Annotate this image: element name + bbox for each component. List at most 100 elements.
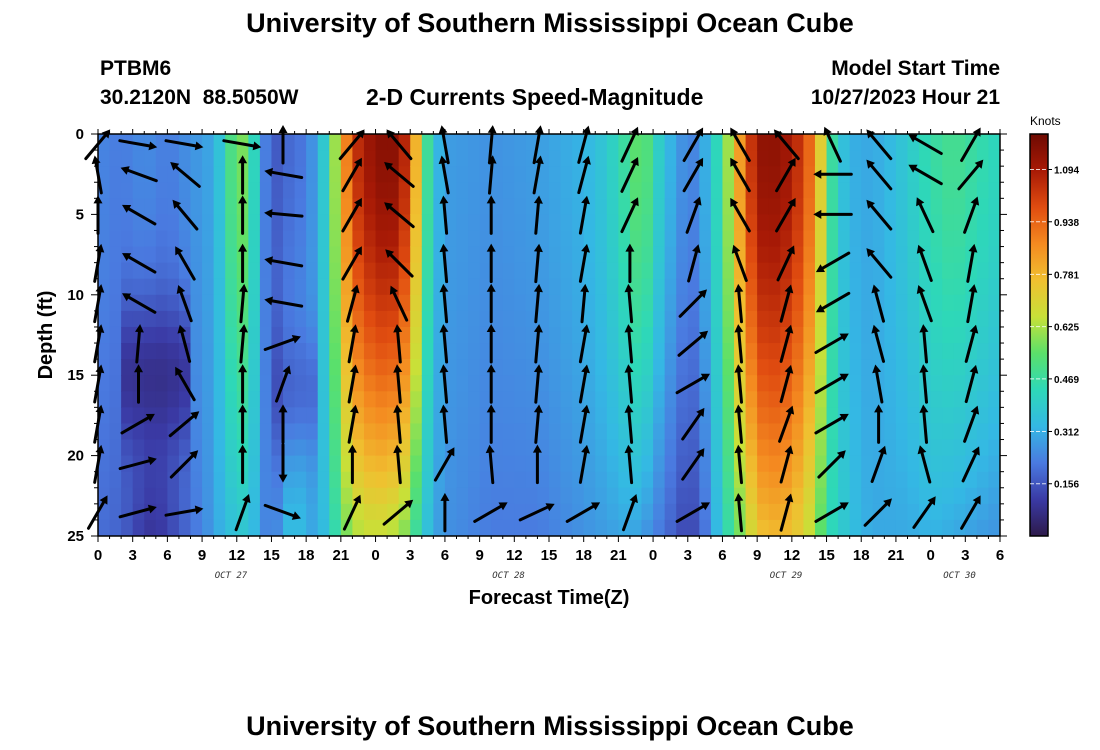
heatmap-cell <box>861 407 874 425</box>
heatmap-cell <box>664 471 677 489</box>
heatmap-cell <box>421 375 434 392</box>
heatmap-cell <box>791 278 805 296</box>
heatmap-cell <box>248 407 261 425</box>
x-tick-label: 21 <box>333 547 350 564</box>
heatmap-cell <box>595 310 608 328</box>
heatmap-cell <box>664 375 677 392</box>
heatmap-cell <box>514 278 527 296</box>
heatmap-cell <box>144 391 157 408</box>
heatmap-cell <box>595 487 608 505</box>
heatmap-cell <box>514 375 527 392</box>
heatmap-cell <box>294 359 307 376</box>
current-arrow <box>487 155 497 195</box>
heatmap-cell <box>803 214 816 232</box>
heatmap-cell <box>676 455 689 473</box>
heatmap-cell <box>329 198 342 215</box>
heatmap-cell <box>375 214 388 232</box>
heatmap-cell <box>722 310 735 328</box>
heatmap-cell <box>606 407 619 425</box>
current-arrow <box>963 196 980 234</box>
current-arrow <box>487 125 497 165</box>
heatmap-cell <box>664 503 677 521</box>
heatmap-cell <box>664 230 677 248</box>
heatmap-cell <box>884 134 897 151</box>
heatmap-cell <box>768 150 781 167</box>
heatmap-cell <box>560 391 573 408</box>
heatmap-cell <box>121 487 134 505</box>
heatmap-cell <box>98 214 111 232</box>
heatmap-cell <box>190 343 203 360</box>
heatmap-cell <box>942 407 955 425</box>
heatmap-cell <box>178 487 192 505</box>
heatmap-cell <box>930 262 943 280</box>
current-arrow <box>533 243 543 284</box>
heatmap-cell <box>132 230 145 248</box>
heatmap-cell <box>155 150 168 167</box>
heatmap-cell <box>976 166 990 183</box>
heatmap-cell <box>699 294 712 312</box>
heatmap-cell <box>560 310 573 328</box>
current-arrow <box>473 502 508 523</box>
heatmap-cell <box>271 359 284 376</box>
heatmap-cell <box>433 503 446 521</box>
heatmap-cell <box>710 519 724 536</box>
heatmap-cell <box>514 262 527 280</box>
heatmap-cell <box>710 230 724 248</box>
heatmap-cell <box>387 423 400 441</box>
heatmap-cell <box>884 294 897 312</box>
heatmap-cell <box>433 230 446 248</box>
current-arrow <box>439 404 449 444</box>
heatmap-cell <box>884 278 897 296</box>
heatmap-cell <box>421 198 434 215</box>
heatmap-cell <box>98 294 111 312</box>
heatmap-cell <box>294 391 307 408</box>
heatmap-cell <box>306 182 319 199</box>
heatmap-cell <box>514 310 527 328</box>
heatmap-cell <box>514 391 527 408</box>
heatmap-cell <box>895 198 909 215</box>
heatmap-cell <box>421 214 434 232</box>
heatmap-cell <box>421 503 434 521</box>
heatmap-cell <box>502 150 515 167</box>
heatmap-cell <box>942 278 955 296</box>
heatmap-cell <box>340 519 354 536</box>
heatmap-cell <box>722 246 735 264</box>
heatmap-cell <box>664 519 677 536</box>
heatmap-cell <box>676 391 689 408</box>
current-arrow <box>169 450 199 479</box>
heatmap-cell <box>861 214 874 232</box>
current-arrow <box>172 199 199 231</box>
heatmap-cell <box>202 198 215 215</box>
heatmap-cell <box>502 246 515 264</box>
heatmap-cell <box>791 134 805 151</box>
heatmap-cell <box>271 134 284 151</box>
heatmap-cell <box>167 310 180 328</box>
heatmap-cell <box>248 471 261 489</box>
heatmap-cell <box>919 519 932 536</box>
heatmap-cell <box>814 214 828 232</box>
heatmap-cell <box>988 294 1000 312</box>
heatmap-cell <box>606 503 619 521</box>
x-tick-label: 3 <box>684 547 692 564</box>
heatmap-cell <box>976 439 990 457</box>
heatmap-cell <box>456 471 469 489</box>
heatmap-cell <box>745 407 758 425</box>
heatmap-cell <box>456 294 469 312</box>
heatmap-cell <box>653 343 666 360</box>
heatmap-cell <box>514 471 527 489</box>
heatmap-cell <box>329 166 342 183</box>
heatmap-cell <box>456 407 469 425</box>
heatmap-cell <box>225 343 238 360</box>
heatmap-cell <box>144 375 157 392</box>
current-arrow <box>778 405 795 443</box>
heatmap-cell <box>629 230 643 248</box>
heatmap-cell <box>537 182 550 199</box>
heatmap-cell <box>352 230 365 248</box>
heatmap-cell <box>202 487 215 505</box>
heatmap-cell <box>838 214 851 232</box>
current-arrow <box>734 404 744 444</box>
heatmap-cell <box>375 471 388 489</box>
heatmap-cell <box>849 359 862 376</box>
heatmap-cell <box>780 182 793 199</box>
current-arrow <box>120 413 155 435</box>
